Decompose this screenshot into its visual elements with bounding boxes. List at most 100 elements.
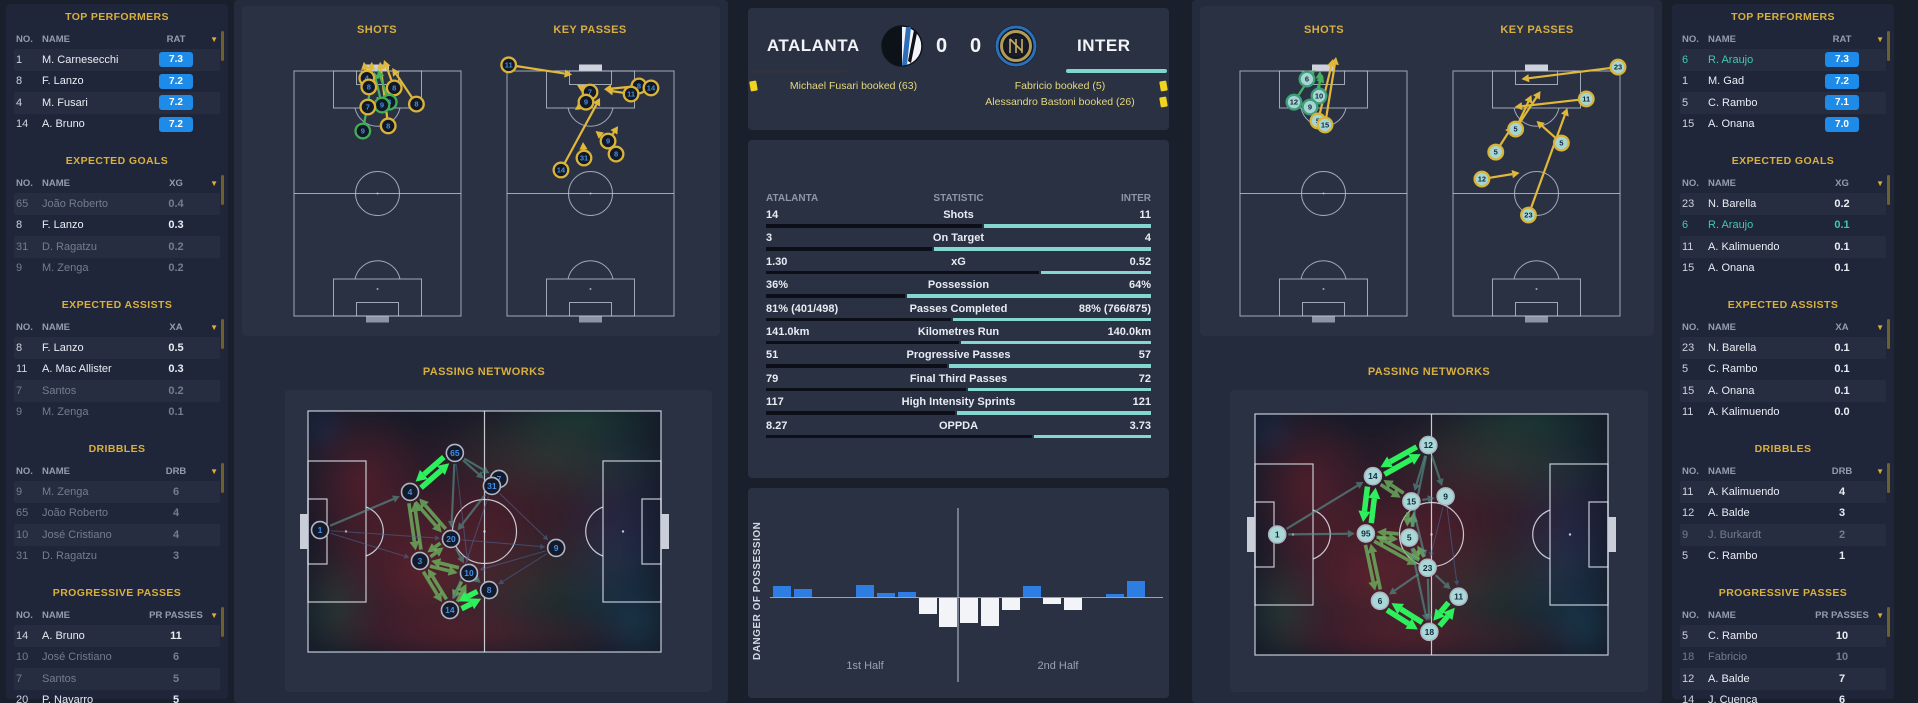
away-stat-bar bbox=[983, 224, 1151, 228]
stat-comparison-row[interactable]: 79 Final Third Passes 72 bbox=[766, 372, 1151, 395]
table-row[interactable]: 10 José Cristiano 4 bbox=[14, 524, 220, 546]
table-row[interactable]: 14 A. Bruno 11 bbox=[14, 625, 220, 647]
key-passes-title: KEY PASSES bbox=[553, 24, 627, 36]
stat-comparison-row[interactable]: 1.30 xG 0.52 bbox=[766, 255, 1151, 278]
rating-badge: 7.2 bbox=[159, 116, 193, 132]
table-row[interactable]: 9 M. Zenga 0.2 bbox=[14, 258, 220, 280]
table-row[interactable]: 12 A. Balde 7 bbox=[1680, 668, 1886, 690]
player-number: 65 bbox=[16, 197, 29, 210]
section-title: TOP PERFORMERS bbox=[1731, 11, 1835, 23]
scrollbar-thumb[interactable] bbox=[221, 607, 224, 637]
table-row[interactable]: 7 Santos 5 bbox=[14, 668, 220, 690]
away-stat-value: 0.52 bbox=[1129, 255, 1151, 268]
table-row[interactable]: 23 N. Barella 0.1 bbox=[1680, 337, 1886, 359]
col-no: NO. bbox=[16, 609, 33, 621]
scrollbar-thumb[interactable] bbox=[221, 319, 224, 349]
table-row[interactable]: 6 R. Araujo 0.1 bbox=[1680, 215, 1886, 237]
stat-comparison-row[interactable]: 14 Shots 11 bbox=[766, 208, 1151, 231]
table-row[interactable]: 14 A. Bruno 7.2 bbox=[14, 114, 220, 136]
scrollbar-thumb[interactable] bbox=[221, 31, 224, 61]
shots-title: SHOTS bbox=[357, 24, 397, 36]
table-row[interactable]: 31 D. Ragatzu 3 bbox=[14, 546, 220, 568]
table-row[interactable]: 1 M. Gad 7.2 bbox=[1680, 71, 1886, 93]
sort-desc-icon[interactable]: ▼ bbox=[210, 322, 218, 332]
table-row[interactable]: 8 F. Lanzo 0.3 bbox=[14, 215, 220, 237]
table-row[interactable]: 1 M. Carnesecchi 7.3 bbox=[14, 49, 220, 71]
sort-desc-icon[interactable]: ▼ bbox=[1876, 466, 1884, 476]
table-row[interactable]: 5 C. Rambo 1 bbox=[1680, 546, 1886, 568]
table-row[interactable]: 15 A. Onana 0.1 bbox=[1680, 380, 1886, 402]
sort-desc-icon[interactable]: ▼ bbox=[1876, 34, 1884, 44]
stat-value: 0.1 bbox=[1834, 363, 1850, 376]
scrollbar-thumb[interactable] bbox=[1887, 319, 1890, 349]
sort-desc-icon[interactable]: ▼ bbox=[210, 610, 218, 620]
stat-value: 0.2 bbox=[168, 384, 184, 397]
table-row[interactable]: 6 R. Araujo 7.3 bbox=[1680, 49, 1886, 71]
table-row[interactable]: 31 D. Ragatzu 0.2 bbox=[14, 236, 220, 258]
scrollbar-thumb[interactable] bbox=[221, 463, 224, 493]
table-row[interactable]: 7 Santos 0.2 bbox=[14, 380, 220, 402]
scrollbar-thumb[interactable] bbox=[221, 175, 224, 205]
table-row[interactable]: 5 C. Rambo 7.1 bbox=[1680, 92, 1886, 114]
svg-text:12: 12 bbox=[1424, 440, 1434, 450]
stat-comparison-row[interactable]: 51 Progressive Passes 57 bbox=[766, 348, 1151, 371]
table-row[interactable]: 4 M. Fusari 7.2 bbox=[14, 92, 220, 114]
table-row[interactable]: 15 A. Onana 0.1 bbox=[1680, 258, 1886, 280]
table-row[interactable]: 20 P. Navarro 5 bbox=[14, 690, 220, 703]
table-row[interactable]: 8 F. Lanzo 0.5 bbox=[14, 337, 220, 359]
stat-comparison-row[interactable]: 141.0km Kilometres Run 140.0km bbox=[766, 325, 1151, 348]
table-row[interactable]: 5 C. Rambo 0.1 bbox=[1680, 359, 1886, 381]
atalanta-badge-icon bbox=[880, 25, 923, 67]
sort-desc-icon[interactable]: ▼ bbox=[1876, 178, 1884, 188]
player-number: 7 bbox=[16, 384, 23, 397]
sort-desc-icon[interactable]: ▼ bbox=[1876, 610, 1884, 620]
table-row[interactable]: 11 A. Kalimuendo 4 bbox=[1680, 481, 1886, 503]
home-team-name: ATALANTA bbox=[766, 36, 860, 55]
booking-row: Alessandro Bastoni booked (26) bbox=[960, 94, 1168, 110]
player-name: J. Cuenca bbox=[1708, 694, 1758, 703]
table-row[interactable]: 5 C. Rambo 10 bbox=[1680, 625, 1886, 647]
sort-desc-icon[interactable]: ▼ bbox=[1876, 322, 1884, 332]
svg-text:1: 1 bbox=[318, 525, 323, 535]
player-number: 7 bbox=[16, 672, 23, 685]
stat-comparison-row[interactable]: 81% (401/498) Passes Completed 88% (766/87… bbox=[766, 302, 1151, 325]
table-row[interactable]: 65 João Roberto 0.4 bbox=[14, 193, 220, 215]
table-row[interactable]: 9 M. Zenga 0.1 bbox=[14, 402, 220, 424]
table-row[interactable]: 23 N. Barella 0.2 bbox=[1680, 193, 1886, 215]
table-row[interactable]: 11 A. Mac Allister 0.3 bbox=[14, 359, 220, 381]
danger-bar bbox=[1064, 598, 1083, 610]
stat-comparison-row[interactable]: 36% Possession 64% bbox=[766, 278, 1151, 301]
home-stat-bar bbox=[766, 411, 955, 415]
table-row[interactable]: 12 A. Balde 3 bbox=[1680, 503, 1886, 525]
stat-value: 0.1 bbox=[168, 406, 184, 419]
sort-desc-icon[interactable]: ▼ bbox=[210, 178, 218, 188]
table-row[interactable]: 9 M. Zenga 6 bbox=[14, 481, 220, 503]
home-stat-value: 141.0km bbox=[766, 325, 810, 338]
table-row[interactable]: 65 João Roberto 4 bbox=[14, 503, 220, 525]
stat-comparison-row[interactable]: 117 High Intensity Sprints 121 bbox=[766, 395, 1151, 418]
table-row[interactable]: 9 J. Burkardt 2 bbox=[1680, 524, 1886, 546]
table-row[interactable]: 10 José Cristiano 6 bbox=[14, 647, 220, 669]
table-row[interactable]: 14 J. Cuenca 6 bbox=[1680, 690, 1886, 703]
table-row[interactable]: 8 F. Lanzo 7.2 bbox=[14, 71, 220, 93]
scrollbar-thumb[interactable] bbox=[1887, 175, 1890, 205]
table-row[interactable]: 18 Fabricio 10 bbox=[1680, 647, 1886, 669]
svg-text:23: 23 bbox=[1423, 563, 1433, 573]
table-row[interactable]: 15 A. Onana 7.0 bbox=[1680, 114, 1886, 136]
scrollbar-thumb[interactable] bbox=[1887, 31, 1890, 61]
scrollbar-thumb[interactable] bbox=[1887, 607, 1890, 637]
player-number: 8 bbox=[16, 75, 23, 88]
player-number: 8 bbox=[16, 341, 23, 354]
stat-label: Possession bbox=[927, 279, 990, 292]
scrollbar-thumb[interactable] bbox=[1887, 463, 1890, 493]
svg-text:11: 11 bbox=[627, 90, 635, 99]
stat-value: 7.2 bbox=[148, 116, 204, 132]
sort-desc-icon[interactable]: ▼ bbox=[210, 466, 218, 476]
section-title: PROGRESSIVE PASSES bbox=[1718, 587, 1848, 599]
stat-comparison-row[interactable]: 8.27 OPPDA 3.73 bbox=[766, 419, 1151, 442]
table-row[interactable]: 11 A. Kalimuendo 0.1 bbox=[1680, 236, 1886, 258]
table-row[interactable]: 11 A. Kalimuendo 0.0 bbox=[1680, 402, 1886, 424]
stat-comparison-row[interactable]: 3 On Target 4 bbox=[766, 231, 1151, 254]
sort-desc-icon[interactable]: ▼ bbox=[210, 34, 218, 44]
